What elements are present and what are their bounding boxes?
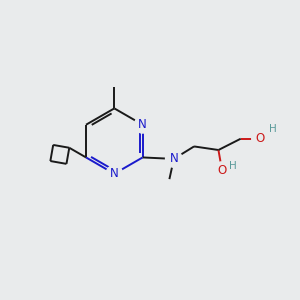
Circle shape xyxy=(214,162,230,178)
Text: H: H xyxy=(230,161,237,171)
Circle shape xyxy=(252,130,268,147)
Text: N: N xyxy=(169,152,178,165)
Circle shape xyxy=(106,166,123,182)
Circle shape xyxy=(166,151,182,167)
Text: N: N xyxy=(138,118,147,131)
Text: N: N xyxy=(110,167,119,180)
Text: O: O xyxy=(218,164,226,177)
Text: O: O xyxy=(255,132,265,145)
Text: H: H xyxy=(269,124,276,134)
Circle shape xyxy=(134,116,151,133)
